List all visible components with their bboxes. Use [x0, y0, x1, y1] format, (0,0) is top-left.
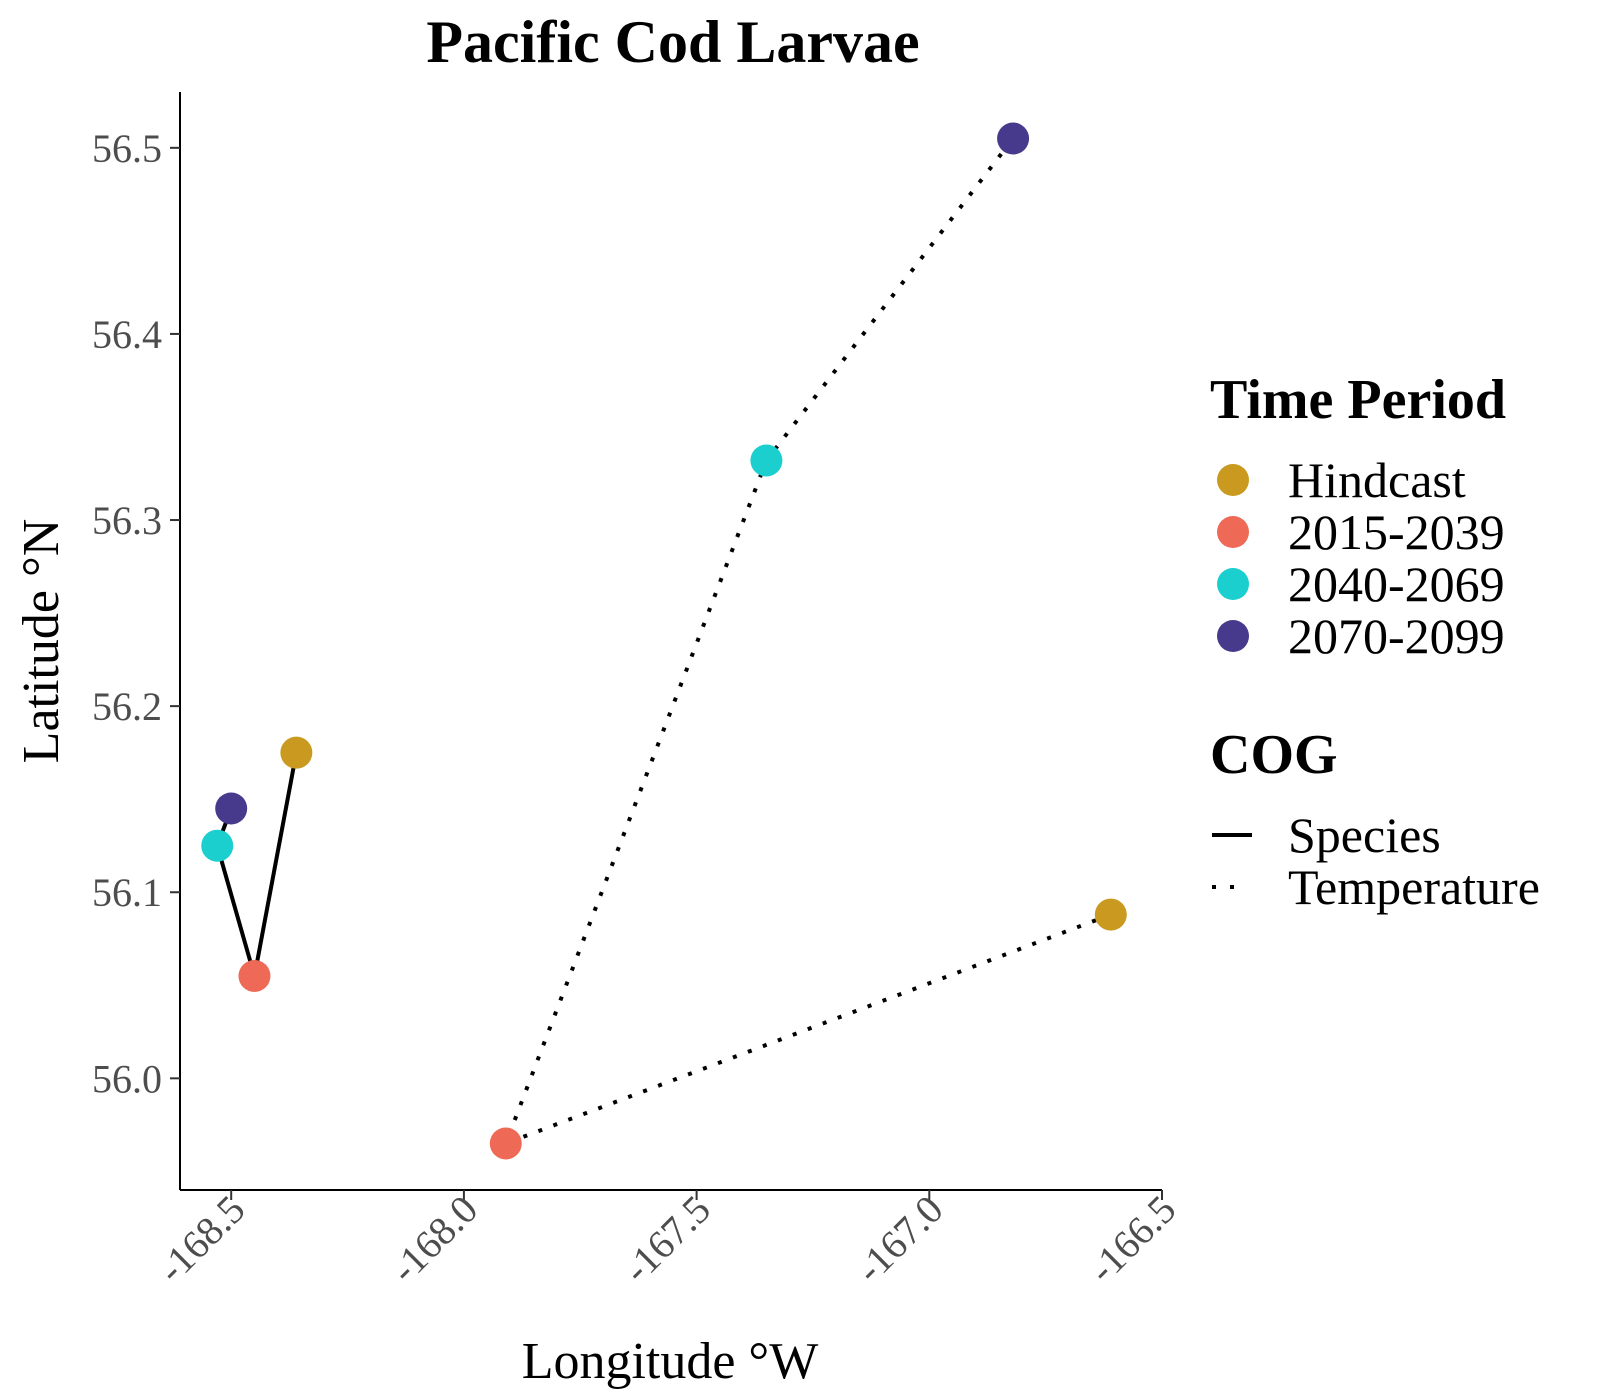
y-tick-label: 56.5 [92, 126, 162, 171]
legend-label-period: Hindcast [1288, 452, 1466, 508]
point-species-hindcast [280, 736, 313, 769]
x-tick-label: -168.5 [149, 1187, 254, 1292]
point-temperature-hindcast [1094, 898, 1127, 931]
legend-key-hindcast [1217, 464, 1249, 496]
x-axis-title: Longitude °W [522, 1333, 819, 1390]
series-line-species [215, 752, 299, 977]
legend-label-period: 2070-2099 [1288, 608, 1505, 664]
legend: Time Period Hindcast2015-20392040-206920… [1210, 369, 1540, 915]
point-temperature-2070-2099 [997, 122, 1030, 155]
legend-key-2040-2069 [1217, 568, 1249, 600]
x-ticks: -168.5 -168.0 -167.5 -167.0 -166.5 [149, 1187, 1185, 1292]
legend-label-period: 2040-2069 [1288, 556, 1505, 612]
legend-key-2070-2099 [1217, 620, 1249, 652]
point-species-2040-2069 [201, 829, 234, 862]
chart-title: Pacific Cod Larvae [426, 9, 919, 75]
legend-label-period: 2015-2039 [1288, 504, 1505, 560]
y-axis-title: Latitude °N [13, 519, 70, 764]
x-tick-label: -167.5 [614, 1187, 719, 1292]
y-ticks: 56.0 56.1 56.2 56.3 56.4 56.5 [92, 126, 180, 1101]
plot-panel: 56.056.156.256.356.456.5 -168.5 -168.0 -16… [92, 92, 1184, 1291]
series-lines [215, 137, 1112, 1147]
y-tick-label: 56.3 [92, 498, 162, 543]
legend-title-cog: COG [1210, 724, 1338, 786]
y-tick-label: 56.0 [92, 1056, 162, 1101]
legend-label-linetype: Species [1288, 807, 1441, 863]
x-tick-label: -168.0 [381, 1187, 486, 1292]
legend-label-linetype: Temperature [1288, 859, 1540, 915]
x-tick-label: -166.5 [1079, 1187, 1184, 1292]
point-species-2070-2099 [215, 792, 248, 825]
series-line-temperature [502, 137, 1112, 1147]
legend-key-2015-2039 [1217, 516, 1249, 548]
x-tick-label: -167.0 [847, 1187, 952, 1292]
point-species-2015-2039 [238, 959, 271, 992]
series-points [201, 122, 1127, 1160]
point-temperature-2040-2069 [750, 444, 783, 477]
y-tick-label: 56.1 [92, 870, 162, 915]
y-tick-label: 56.4 [92, 312, 162, 357]
y-tick-label: 56.2 [92, 684, 162, 729]
point-temperature-2015-2039 [489, 1127, 522, 1160]
legend-title-time-period: Time Period [1210, 369, 1506, 431]
